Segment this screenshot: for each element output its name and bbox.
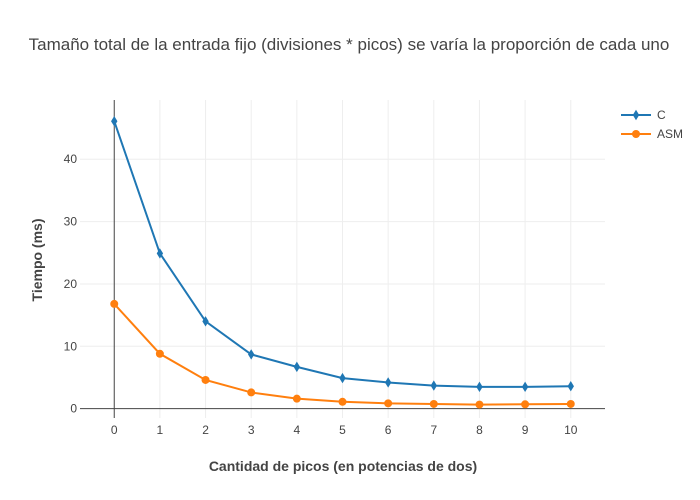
x-tick-label: 9 (522, 423, 529, 437)
y-tick-label: 40 (64, 152, 78, 166)
data-point (521, 400, 530, 409)
data-point (476, 381, 483, 393)
series (110, 116, 575, 409)
data-point (384, 377, 392, 388)
series-asm (110, 299, 575, 409)
x-tick-label: 1 (157, 423, 164, 437)
y-tick-label: 20 (64, 277, 78, 291)
x-axis-title: Cantidad de picos (en potencias de dos) (209, 458, 477, 474)
data-point (292, 394, 301, 403)
legend-label: C (657, 108, 666, 122)
data-point (202, 316, 209, 327)
data-point (566, 399, 575, 408)
x-tick-label: 8 (476, 423, 483, 437)
data-point (430, 380, 438, 391)
legend-marker (632, 130, 640, 138)
x-tick-label: 0 (111, 423, 118, 437)
x-tick-label: 3 (248, 423, 255, 437)
y-axis-title: Tiempo (ms) (29, 219, 45, 302)
x-tick-label: 6 (385, 423, 392, 437)
legend-item-asm[interactable]: ASM (621, 127, 683, 141)
data-point (156, 248, 164, 259)
data-point (201, 375, 210, 384)
x-tick-label: 4 (294, 423, 301, 437)
data-point (338, 397, 347, 406)
data-point (110, 299, 119, 308)
y-tick-label: 10 (64, 339, 78, 353)
data-point (521, 381, 529, 393)
y-tick-label: 0 (70, 402, 77, 416)
tick-labels: 0 1 2 3 4 5 6 7 8 9 10 0 10 20 30 40 (64, 152, 578, 437)
data-point (475, 400, 484, 409)
series-c (111, 116, 574, 393)
data-point (155, 349, 164, 358)
grid (80, 100, 605, 418)
data-point (111, 116, 118, 127)
data-point (293, 361, 301, 373)
data-point (247, 388, 256, 397)
data-point (339, 372, 346, 384)
legend-marker (632, 109, 640, 121)
legend-label: ASM (657, 127, 683, 141)
x-tick-label: 2 (202, 423, 209, 437)
data-point (429, 399, 438, 408)
data-point (247, 349, 255, 360)
x-tick-label: 7 (430, 423, 437, 437)
x-tick-label: 5 (339, 423, 346, 437)
chart-title: Tamaño total de la entrada fijo (divisio… (29, 35, 670, 54)
axes (80, 100, 605, 418)
legend-item-c[interactable]: C (621, 108, 666, 122)
legend[interactable]: C ASM (621, 108, 683, 141)
data-point (384, 399, 393, 408)
data-point (567, 381, 574, 392)
y-tick-label: 30 (64, 215, 78, 229)
x-tick-label: 10 (564, 423, 578, 437)
